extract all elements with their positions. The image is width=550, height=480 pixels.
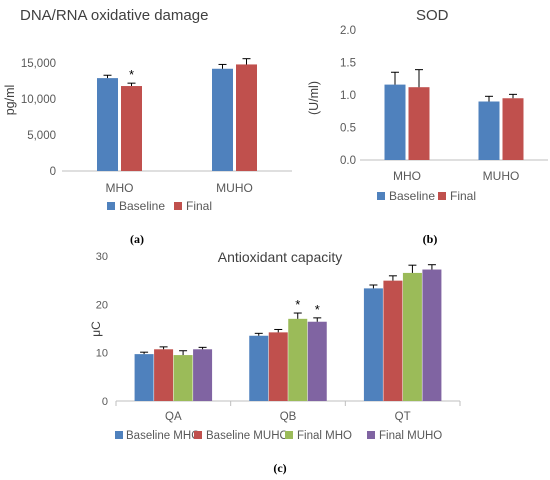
- chart-1-ytick-label: 1.0: [340, 90, 356, 102]
- chart-2-significance-marker: *: [315, 302, 320, 317]
- chart-0-bar-final-mho: [121, 86, 142, 171]
- chart-2-bar-baseline-muho-qb: [268, 332, 288, 401]
- chart-0-bar-baseline-muho: [212, 68, 233, 171]
- chart-1-category-label: MUHO: [483, 169, 520, 183]
- chart-0-legend-swatch: [107, 202, 115, 210]
- chart-0-title: DNA/RNA oxidative damage: [20, 7, 208, 24]
- chart-2-legend-label: Baseline MHO: [126, 430, 200, 442]
- chart-2-ytick-label: 10: [96, 348, 108, 360]
- chart-1-title: SOD: [416, 7, 449, 24]
- chart-2-bar-final-mho-qt: [402, 272, 422, 401]
- chart-0-bar-final-muho: [236, 64, 257, 171]
- chart-1-ytick-label: 1.5: [340, 58, 356, 70]
- chart-1-legend-swatch: [377, 192, 385, 200]
- chart-2-bar-final-muho-qt: [422, 269, 442, 401]
- chart-2-bar-baseline-mho-qt: [363, 288, 383, 401]
- chart-1-ytick-label: 0.0: [340, 155, 356, 167]
- chart-2-bar-final-mho-qa: [173, 355, 193, 401]
- chart-1-legend-label: Baseline: [389, 189, 435, 203]
- chart-0-ytick-label: 5,000: [27, 130, 56, 142]
- chart-1-category-label: MHO: [393, 169, 421, 183]
- chart-1-legend-swatch: [438, 192, 446, 200]
- chart-1-bar-baseline-muho: [478, 101, 500, 160]
- chart-0-legend-label: Final: [186, 199, 212, 213]
- panel-label-0: (a): [130, 232, 144, 246]
- chart-2-legend-swatch: [194, 431, 202, 439]
- chart-1-bar-final-mho: [408, 87, 430, 160]
- chart-2-title: Antioxidant capacity: [218, 249, 343, 265]
- chart-2-legend-label: Final MHO: [297, 430, 352, 442]
- chart-2-legend-label: Final MUHO: [379, 430, 442, 442]
- chart-2-bar-baseline-mho-qb: [249, 335, 269, 401]
- chart-1-ytick-label: 2.0: [340, 25, 356, 37]
- chart-0-category-label: MHO: [106, 181, 134, 195]
- chart-0-legend-label: Baseline: [119, 199, 165, 213]
- chart-0-ytick-label: 0: [50, 166, 56, 178]
- chart-0-category-label: MUHO: [216, 181, 253, 195]
- panel-label-1: (b): [423, 232, 438, 246]
- chart-2-bar-final-muho-qb: [307, 321, 327, 401]
- chart-2-category-label: QA: [165, 411, 182, 423]
- panel-label-2: (c): [273, 461, 286, 475]
- chart-0-bar-baseline-mho: [97, 78, 118, 171]
- chart-2-bar-baseline-muho-qt: [383, 280, 403, 401]
- chart-1-ytick-label: 0.5: [340, 123, 356, 135]
- chart-2-legend-swatch: [367, 431, 375, 439]
- chart-2-category-label: QB: [280, 411, 297, 423]
- chart-0-ylabel: pg/ml: [3, 85, 17, 116]
- chart-0-significance-marker: *: [129, 67, 134, 82]
- chart-2-bar-baseline-muho-qa: [154, 349, 174, 401]
- chart-1-legend-label: Final: [450, 189, 476, 203]
- chart-2-legend-swatch: [115, 431, 123, 439]
- chart-1-ylabel: (U/ml): [307, 81, 321, 115]
- chart-2-bar-final-muho-qa: [193, 349, 213, 401]
- chart-2-bar-baseline-mho-qa: [134, 354, 154, 401]
- chart-2-ylabel: μC: [89, 321, 103, 337]
- chart-2-legend-label: Baseline MUHO: [206, 430, 288, 442]
- chart-0-legend-swatch: [174, 202, 182, 210]
- chart-2-significance-marker: *: [295, 297, 300, 312]
- chart-1-bar-final-muho: [502, 98, 524, 160]
- chart-2-ytick-label: 20: [96, 299, 108, 311]
- chart-1-bar-baseline-mho: [384, 84, 406, 160]
- chart-2-ytick-label: 0: [102, 396, 108, 408]
- chart-0-ytick-label: 15,000: [21, 58, 56, 70]
- chart-2-category-label: QT: [395, 411, 411, 423]
- chart-2-legend-swatch: [285, 431, 293, 439]
- chart-0-ytick-label: 10,000: [21, 94, 56, 106]
- chart-2-bar-final-mho-qb: [288, 318, 308, 401]
- chart-2-ytick-label: 30: [96, 251, 108, 263]
